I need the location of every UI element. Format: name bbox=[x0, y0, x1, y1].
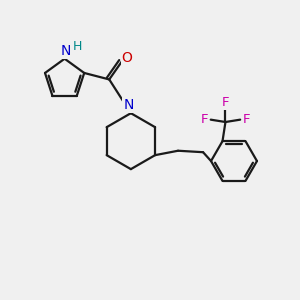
Text: N: N bbox=[123, 98, 134, 112]
Text: F: F bbox=[222, 96, 229, 109]
Text: F: F bbox=[200, 113, 208, 126]
Text: O: O bbox=[122, 51, 132, 65]
Text: N: N bbox=[61, 44, 71, 58]
Text: H: H bbox=[72, 40, 82, 53]
Text: F: F bbox=[243, 113, 250, 126]
